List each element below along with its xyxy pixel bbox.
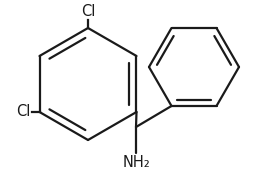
Text: Cl: Cl [81,4,95,19]
Text: Cl: Cl [16,105,31,120]
Text: NH₂: NH₂ [122,155,150,170]
